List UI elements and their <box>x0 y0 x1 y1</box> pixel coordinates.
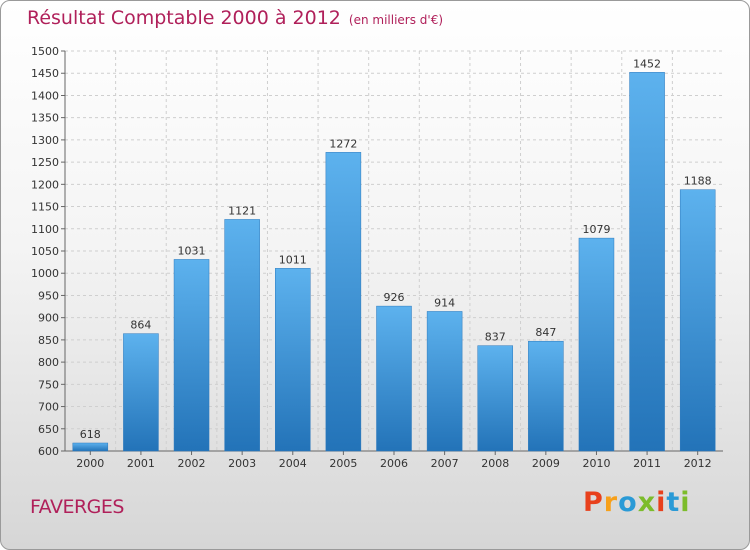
city-name: FAVERGES <box>30 496 124 518</box>
y-tick-label: 700 <box>38 401 59 414</box>
y-tick-label: 850 <box>38 334 59 347</box>
bar-value-label: 1011 <box>279 253 307 266</box>
bar-value-label: 1452 <box>633 57 661 70</box>
y-tick-labels: 600 650 700 750 800 850 900 950 1000 1050 1100 1150… <box>31 45 59 458</box>
y-tick-label: 1000 <box>31 267 59 280</box>
logo-letter: P <box>583 487 604 518</box>
y-tick-label: 1150 <box>31 201 59 214</box>
bar-value-label: 864 <box>130 319 151 332</box>
bar-value-label: 847 <box>535 326 556 339</box>
bar <box>275 268 311 452</box>
logo-letter: i <box>680 487 691 518</box>
x-tick-label: 2003 <box>228 457 256 470</box>
bar <box>123 333 159 452</box>
logo-letter: o <box>618 487 638 518</box>
bar <box>376 305 412 452</box>
x-tick-label: 2006 <box>380 457 408 470</box>
logo-letter: r <box>603 487 619 518</box>
bar <box>72 442 109 452</box>
logo-letter: i <box>656 487 667 518</box>
x-tick-label: 2008 <box>481 457 509 470</box>
bar <box>528 340 564 452</box>
y-tick-label: 1350 <box>31 112 59 125</box>
bar <box>426 311 463 452</box>
bar-value-label: 1188 <box>684 175 712 188</box>
logo-letter: t <box>666 487 681 518</box>
x-tick-label: 2005 <box>329 457 357 470</box>
data-labels: 618 864 1031 1121 1011 1272 926 914 837 847 1079 14… <box>80 57 712 441</box>
x-tick-label: 2004 <box>279 457 307 470</box>
bar-value-label: 1031 <box>178 244 206 257</box>
bar-value-label: 1079 <box>582 223 610 236</box>
y-tick-label: 1300 <box>31 134 59 147</box>
bar <box>629 72 665 452</box>
y-tick-label: 1200 <box>31 178 59 191</box>
bar-value-label: 914 <box>434 296 455 309</box>
x-tick-labels: 2000 2001 2002 2003 2004 2005 2006 2007 2008 2009… <box>76 457 711 470</box>
bar <box>679 189 716 452</box>
y-tick-label: 1500 <box>31 45 59 58</box>
x-tick-label: 2011 <box>633 457 661 470</box>
logo-letter: x <box>637 487 657 518</box>
y-tick-label: 600 <box>38 445 59 458</box>
chart-title-text: Résultat Comptable 2000 à 2012 <box>27 7 341 29</box>
x-tick-label: 2000 <box>76 457 104 470</box>
y-tick-label: 1400 <box>31 89 59 102</box>
bars <box>72 72 716 452</box>
x-tick-label: 2009 <box>532 457 560 470</box>
bar <box>173 259 210 452</box>
bar <box>325 152 362 452</box>
bar-value-label: 1272 <box>329 137 357 150</box>
x-tick-label: 2002 <box>178 457 206 470</box>
bar <box>578 237 615 452</box>
bar <box>224 219 260 452</box>
y-tick-label: 650 <box>38 423 59 436</box>
y-tick-label: 1100 <box>31 223 59 236</box>
x-tick-label: 2012 <box>684 457 712 470</box>
y-tick-label: 1250 <box>31 156 59 169</box>
x-tick-label: 2001 <box>127 457 155 470</box>
bar-value-label: 926 <box>384 291 405 304</box>
bar-value-label: 618 <box>80 428 101 441</box>
y-tick-label: 800 <box>38 356 59 369</box>
x-tick-label: 2007 <box>431 457 459 470</box>
y-tick-label: 1050 <box>31 245 59 258</box>
x-tick-label: 2010 <box>582 457 610 470</box>
unit-note: (en milliers d'€) <box>348 13 444 27</box>
y-tick-label: 1450 <box>31 67 59 80</box>
y-tick-label: 750 <box>38 378 59 391</box>
bar-value-label: 837 <box>485 331 506 344</box>
bar <box>477 345 513 452</box>
y-tick-label: 950 <box>38 289 59 302</box>
chart-title: Résultat Comptable 2000 à 2012 (en millie… <box>27 7 443 29</box>
bar-value-label: 1121 <box>228 204 256 217</box>
y-tick-label: 900 <box>38 312 59 325</box>
proxiti-logo: Proxiti <box>583 487 691 518</box>
